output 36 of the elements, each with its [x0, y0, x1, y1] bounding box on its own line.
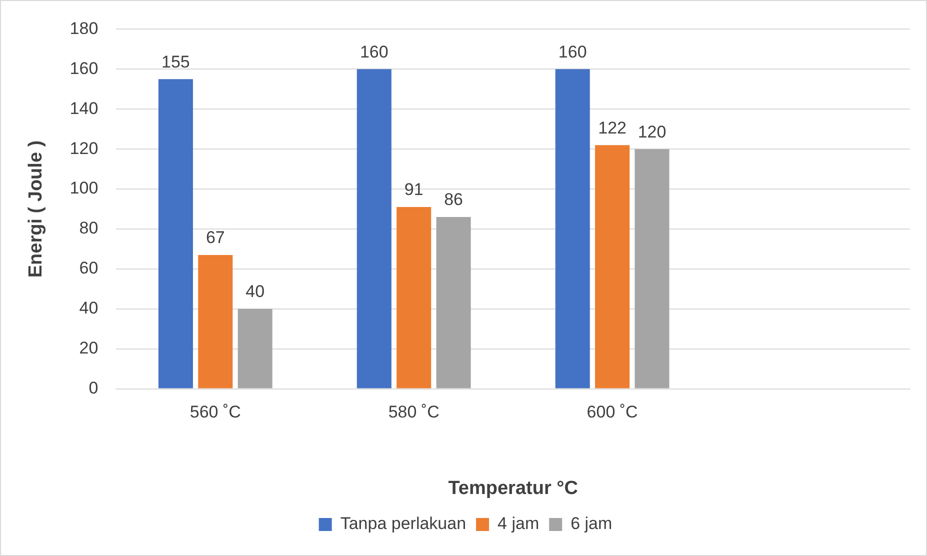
- y-tick-label: 140: [70, 98, 98, 118]
- bar: [555, 69, 590, 388]
- y-tick-label: 160: [70, 58, 98, 78]
- data-label: 86: [444, 190, 464, 210]
- x-tick-label: 560 ˚C: [190, 402, 241, 422]
- data-label: 67: [206, 228, 225, 248]
- x-axis-title: Temperatur °C: [448, 478, 578, 499]
- bar: [356, 69, 392, 388]
- data-label: 160: [360, 42, 388, 62]
- y-tick-label: 40: [79, 298, 98, 318]
- y-tick-label: 20: [79, 338, 98, 358]
- legend-label: Tanpa perlakuan: [340, 514, 466, 534]
- bar: [436, 216, 471, 388]
- y-tick-label: 0: [88, 378, 98, 398]
- x-tick-label: 600 ˚C: [586, 402, 638, 422]
- y-tick-label: 80: [79, 218, 98, 238]
- data-label: 40: [246, 282, 265, 302]
- legend-label: 4 jam: [498, 514, 540, 534]
- data-label: 91: [404, 180, 424, 200]
- x-tick-label: 580 ˚C: [388, 402, 440, 422]
- legend-label: 6 jam: [570, 514, 612, 534]
- y-tick-label: 120: [70, 138, 98, 158]
- bar: [158, 79, 193, 388]
- data-label: 120: [638, 122, 666, 142]
- data-label: 122: [598, 118, 626, 138]
- y-tick-label: 60: [79, 258, 98, 278]
- bar: [198, 254, 233, 388]
- y-tick-label: 180: [70, 18, 98, 38]
- bar: [634, 149, 670, 388]
- data-label: 155: [162, 52, 190, 72]
- bar: [396, 207, 432, 388]
- y-tick-label: 100: [70, 178, 98, 198]
- data-label: 160: [558, 42, 587, 62]
- bar: [595, 145, 630, 388]
- y-axis-title: Energi ( Joule ): [26, 140, 47, 278]
- bar: [238, 308, 272, 388]
